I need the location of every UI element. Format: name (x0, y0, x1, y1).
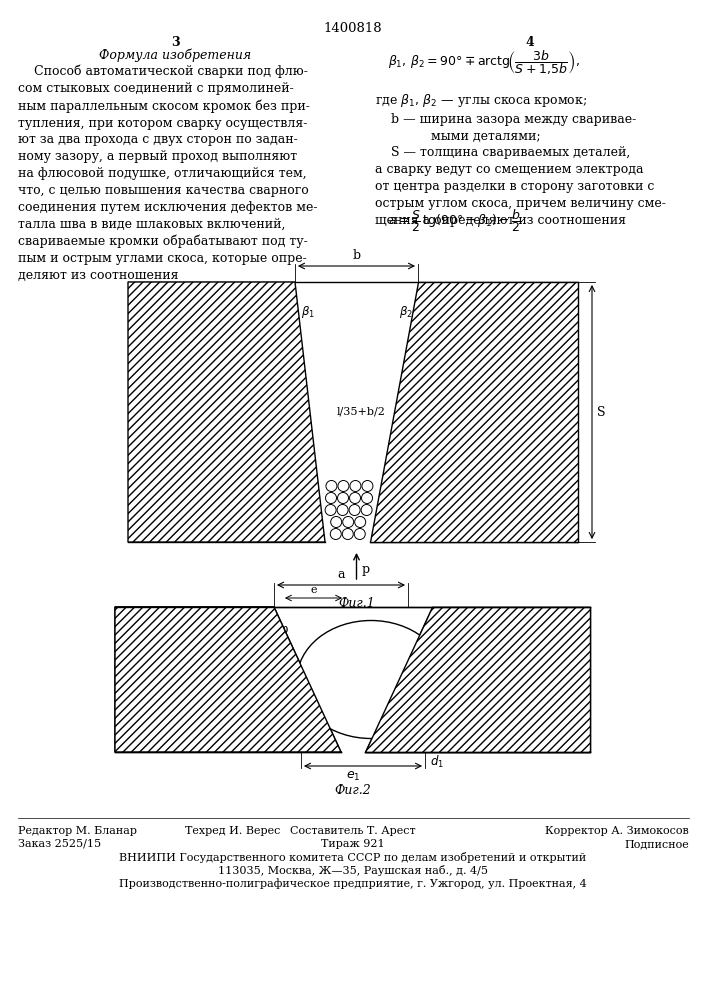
Text: b: b (352, 249, 361, 262)
Text: e: e (310, 585, 317, 595)
Text: Производственно-полиграфическое предприятие, г. Ужгород, ул. Проектная, 4: Производственно-полиграфическое предприя… (119, 878, 587, 889)
Text: Корректор А. Зимокосов: Корректор А. Зимокосов (545, 826, 689, 836)
Circle shape (337, 504, 348, 516)
Text: 1400818: 1400818 (324, 22, 382, 35)
Text: $\beta_2$: $\beta_2$ (399, 304, 413, 320)
Text: Составитель Т. Арест: Составитель Т. Арест (290, 826, 416, 836)
Text: Заказ 2525/15: Заказ 2525/15 (18, 839, 101, 849)
Circle shape (361, 504, 372, 516)
Polygon shape (365, 607, 590, 752)
Circle shape (350, 481, 361, 491)
Circle shape (337, 492, 349, 504)
Text: 4: 4 (525, 36, 534, 49)
Circle shape (355, 516, 366, 528)
Text: Редактор М. Бланар: Редактор М. Бланар (18, 826, 137, 836)
Polygon shape (128, 282, 325, 542)
Text: S: S (597, 406, 605, 418)
Text: Фиг.1: Фиг.1 (338, 597, 375, 610)
Circle shape (325, 492, 337, 504)
Circle shape (362, 481, 373, 491)
Circle shape (326, 481, 337, 491)
Text: ВНИИПИ Государственного комитета СССР по делам изобретений и открытий: ВНИИПИ Государственного комитета СССР по… (119, 852, 587, 863)
Text: р: р (361, 564, 370, 576)
Ellipse shape (297, 620, 445, 738)
Text: $a=\dfrac{S}{2}\,\mathrm{tg}(90°-\beta_1)-\dfrac{b}{2}.$: $a=\dfrac{S}{2}\,\mathrm{tg}(90°-\beta_1… (388, 207, 526, 234)
Text: Техред И. Верес: Техред И. Верес (185, 826, 281, 836)
Text: l/35+b/2: l/35+b/2 (337, 407, 386, 417)
Text: Формула изобретения: Формула изобретения (99, 48, 251, 62)
Text: $e_1$: $e_1$ (346, 770, 360, 783)
Text: Способ автоматической сварки под флю-
сом стыковых соединений с прямолиней-
ным : Способ автоматической сварки под флю- со… (18, 65, 317, 281)
Text: φ: φ (280, 623, 288, 636)
Circle shape (349, 504, 360, 516)
Text: Подписное: Подписное (624, 839, 689, 849)
Text: 3: 3 (170, 36, 180, 49)
Text: где $\beta_1,\,\beta_2$ — углы скоса кромок;
    b — ширина зазора между сварива: где $\beta_1,\,\beta_2$ — углы скоса кро… (375, 92, 666, 227)
Circle shape (330, 528, 341, 540)
Text: $d_1$: $d_1$ (430, 754, 444, 770)
Circle shape (354, 528, 366, 540)
Polygon shape (370, 282, 578, 542)
Circle shape (349, 492, 361, 504)
Text: Фиг.2: Фиг.2 (334, 784, 371, 797)
Text: $\beta_1,\,\beta_2= 90°\mp\mathrm{arctg}\!\left(\dfrac{3b}{S+1{,}5b}\right),$: $\beta_1,\,\beta_2= 90°\mp\mathrm{arctg}… (388, 48, 580, 77)
Polygon shape (115, 607, 341, 752)
Text: 113035, Москва, Ж—35, Раушская наб., д. 4/5: 113035, Москва, Ж—35, Раушская наб., д. … (218, 865, 488, 876)
Text: h=2/3S: h=2/3S (121, 674, 163, 684)
Circle shape (338, 481, 349, 491)
Circle shape (342, 528, 354, 540)
Text: Тираж 921: Тираж 921 (321, 839, 385, 849)
Circle shape (361, 492, 373, 504)
Text: a: a (337, 568, 345, 581)
Polygon shape (115, 607, 341, 752)
Polygon shape (365, 607, 590, 752)
Circle shape (325, 504, 336, 516)
Text: $\beta_1$: $\beta_1$ (301, 304, 315, 320)
Circle shape (343, 516, 354, 528)
Circle shape (331, 516, 341, 528)
